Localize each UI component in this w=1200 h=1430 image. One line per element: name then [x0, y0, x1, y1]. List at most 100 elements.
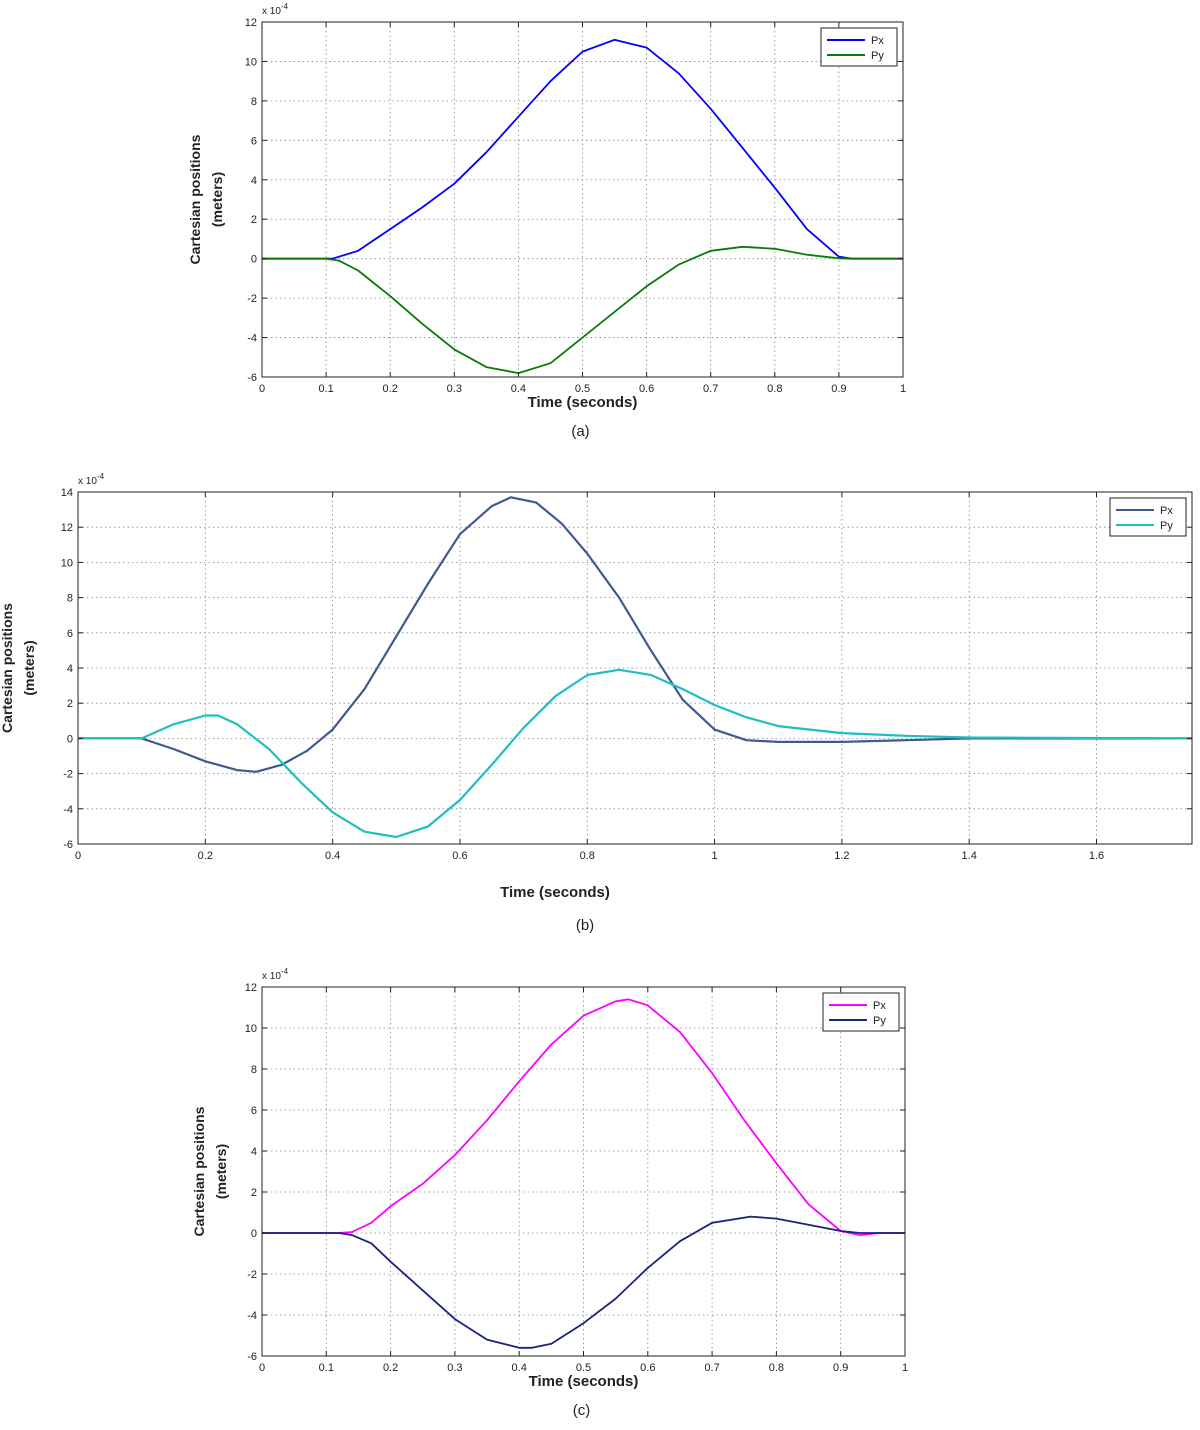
chart-a-svg: 0 0.1 0.2 0.3 0.4 0.5 0.6 0.7 0.8 0.9 1 -6 -4 -2 0 2 4 6 8… [187, 2, 906, 440]
x-axis-label: Time (seconds) [529, 1373, 639, 1390]
chart-b-svg: 0 0.2 0.4 0.6 0.8 1 1.2 1.4 1.6 -6 -4 -2 0 2 4 6 8 10 12 14… [0, 472, 1193, 934]
legend-box [820, 27, 898, 67]
x-tick-label: 0.6 [639, 383, 654, 395]
x-tick-label: 0.4 [512, 1362, 527, 1374]
x-tick-label: 0.2 [383, 383, 398, 395]
y-tick-label: 2 [67, 698, 73, 710]
x-tick-label: 0.6 [640, 1362, 655, 1374]
x-tick-label: 0.3 [447, 383, 462, 395]
y-tick-label: 8 [251, 1064, 257, 1076]
y-tick-label: -2 [247, 293, 257, 305]
x-tick-label: 0.8 [769, 1362, 784, 1374]
y-tick-label: 8 [251, 96, 257, 108]
x-tick-label: 0.7 [704, 1362, 719, 1374]
x-tick-label: 0.1 [318, 383, 333, 395]
x-tick-label: 0.3 [447, 1362, 462, 1374]
y-tick-label: 4 [251, 1146, 257, 1158]
y-axis-exponent: x 10-4 [78, 472, 105, 487]
series-line-py [78, 668, 1193, 839]
figure-caption: (a) [571, 423, 589, 440]
legend-box [822, 992, 900, 1032]
legend-label: Px [871, 35, 884, 47]
chart-panel-c: 0 0.1 0.2 0.3 0.4 0.5 0.6 0.7 0.8 0.9 1 -6 -4 -2 0 2 4 6 8… [0, 955, 1200, 1425]
legend-label: Py [1160, 520, 1173, 532]
y-tick-label: 10 [245, 1023, 257, 1035]
x-tick-label: 0.4 [325, 850, 340, 862]
x-tick-label: 0.2 [383, 1362, 398, 1374]
chart-panel-b: 0 0.2 0.4 0.6 0.8 1 1.2 1.4 1.6 -6 -4 -2 0 2 4 6 8 10 12 14… [0, 470, 1200, 940]
series-line-px [262, 998, 905, 1237]
y-axis-label: Cartesian positions [191, 1106, 207, 1236]
y-tick-label: -4 [247, 1310, 257, 1322]
y-tick-label: 14 [61, 487, 73, 499]
x-tick-label: 1 [900, 383, 906, 395]
x-tick-label: 0.9 [833, 1362, 848, 1374]
x-tick-label: 1 [712, 850, 718, 862]
y-axis-label-unit: (meters) [209, 172, 225, 227]
x-axis-label: Time (seconds) [500, 884, 610, 901]
x-tick-label: 0.8 [580, 850, 595, 862]
y-tick-label: 6 [67, 628, 73, 640]
legend: Px Py [1109, 497, 1187, 537]
y-axis-label-unit: (meters) [213, 1144, 229, 1199]
y-tick-label: 4 [67, 663, 73, 675]
x-tick-label: 1 [902, 1362, 908, 1374]
y-tick-label: -6 [247, 1351, 257, 1363]
series-line-px [262, 38, 903, 260]
y-tick-label: -2 [63, 769, 73, 781]
x-axis-label: Time (seconds) [528, 394, 638, 411]
figure-caption: (c) [573, 1402, 591, 1419]
y-tick-label: 4 [251, 175, 257, 187]
figure-caption: (b) [576, 917, 594, 934]
series-line-px [78, 496, 1192, 773]
x-tick-label: 0 [75, 850, 81, 862]
y-tick-label: -4 [247, 333, 257, 345]
x-tick-label: 0 [259, 383, 265, 395]
y-tick-label: 0 [67, 733, 73, 745]
x-tick-label: 0.9 [831, 383, 846, 395]
y-tick-label: 0 [251, 254, 257, 266]
x-tick-label: 0.6 [452, 850, 467, 862]
x-tick-label: 0.4 [511, 383, 526, 395]
y-tick-label: 2 [251, 214, 257, 226]
y-tick-label: 10 [61, 557, 73, 569]
y-axis-label: Cartesian positions [187, 134, 203, 264]
y-tick-label: 2 [251, 1187, 257, 1199]
y-tick-label: 10 [245, 56, 257, 68]
x-tick-label: 1.2 [834, 850, 849, 862]
y-tick-label: -4 [63, 804, 73, 816]
legend-label: Px [1160, 505, 1173, 517]
x-tick-label: 1.6 [1089, 850, 1104, 862]
x-tick-label: 0.2 [198, 850, 213, 862]
y-tick-label: 8 [67, 593, 73, 605]
chart-panel-a: 0 0.1 0.2 0.3 0.4 0.5 0.6 0.7 0.8 0.9 1 -6 -4 -2 0 2 4 6 8… [0, 0, 1200, 450]
chart-c-svg: 0 0.1 0.2 0.3 0.4 0.5 0.6 0.7 0.8 0.9 1 -6 -4 -2 0 2 4 6 8… [191, 967, 908, 1419]
x-tick-label: 0.8 [767, 383, 782, 395]
x-tick-label: 0.5 [575, 383, 590, 395]
legend-label: Py [873, 1015, 886, 1027]
y-tick-label: 0 [251, 1228, 257, 1240]
y-tick-label: -2 [247, 1269, 257, 1281]
y-tick-label: 12 [245, 982, 257, 994]
series-line-py [262, 245, 903, 375]
legend-label: Px [873, 1000, 886, 1012]
y-tick-label: 12 [245, 17, 257, 29]
x-tick-label: 0.5 [576, 1362, 591, 1374]
y-tick-label: -6 [247, 372, 257, 384]
y-axis-label: Cartesian positions [0, 603, 15, 733]
x-tick-label: 1.4 [962, 850, 977, 862]
legend: Px Py [820, 27, 898, 67]
legend-box [1109, 497, 1187, 537]
y-tick-label: 6 [251, 135, 257, 147]
y-axis-label-unit: (meters) [21, 640, 37, 695]
legend-label: Py [871, 50, 884, 62]
y-tick-label: 6 [251, 1105, 257, 1117]
y-tick-label: 12 [61, 522, 73, 534]
y-axis-exponent: x 10-4 [262, 967, 289, 982]
x-tick-label: 0.1 [319, 1362, 334, 1374]
x-tick-label: 0.7 [703, 383, 718, 395]
legend: Px Py [822, 992, 900, 1032]
x-tick-label: 0 [259, 1362, 265, 1374]
y-tick-label: -6 [63, 839, 73, 851]
y-axis-exponent: x 10-4 [262, 2, 289, 17]
